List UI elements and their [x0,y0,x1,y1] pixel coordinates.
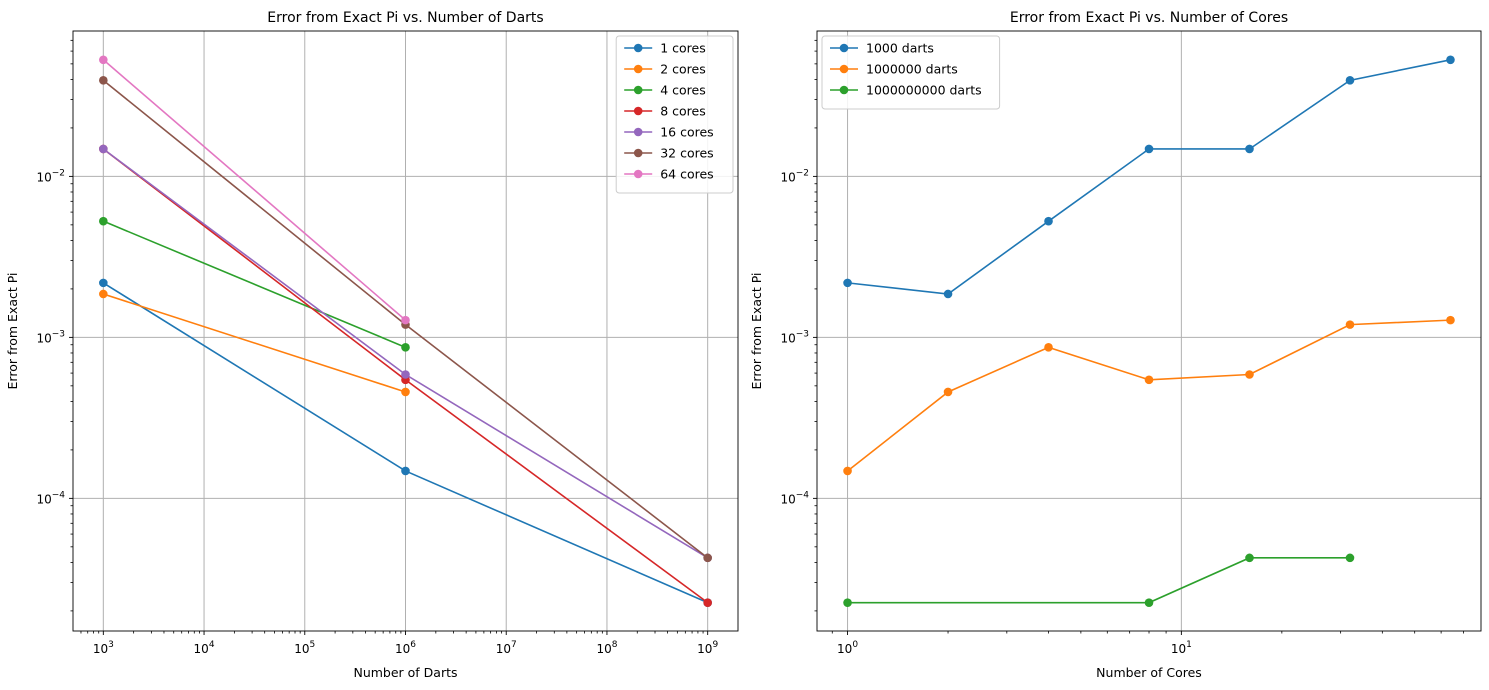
legend: 1 cores 2 cores 4 cores 8 cores 16 cores 32 c… [615,35,734,194]
data-point [843,466,852,476]
legend-entry-label: 1000 darts [866,41,934,56]
x-tick-label: 107 [496,640,517,656]
legend-swatch-marker [633,64,643,74]
darts-chart-panel: 103 104 105 106 107 108 109 10−4 10−3 10−2 Error f… [5,10,739,680]
data-point [1245,370,1254,379]
legend-swatch-marker [839,64,849,74]
data-point [1345,76,1355,85]
legend-entry-label: 16 cores [660,125,713,140]
data-point [1245,144,1254,154]
y-tick-label: 10−4 [36,490,65,506]
legend-entry-label: 1000000000 darts [866,83,982,98]
data-point [401,370,410,379]
x-tick-label: 108 [596,640,617,656]
data-point [401,315,410,325]
data-point [99,278,108,288]
y-axis-label: Error from Exact Pi [5,273,20,390]
x-tick-label: 103 [93,640,114,656]
legend-swatch-marker [633,43,643,53]
y-tick-label: 10−3 [36,329,65,345]
series-line [103,293,406,393]
legend-entry-label: 32 cores [660,146,713,161]
data-point [401,466,410,476]
x-tick-label: 104 [194,640,215,656]
legend-entry-label: 2 cores [660,62,706,77]
legend-entry-label: 1000000 darts [866,62,958,77]
x-tick-label: 101 [1171,640,1192,656]
data-point [1446,55,1455,65]
legend-entry-label: 64 cores [660,167,713,182]
x-axis-label: Number of Darts [353,665,457,680]
y-tick-label: 10−4 [780,490,809,506]
chart-title: Error from Exact Pi vs. Number of Cores [1010,10,1288,26]
data-point [1144,598,1154,607]
legend-box [821,35,1001,110]
x-tick-label: 100 [837,640,858,656]
y-tick-label: 10−2 [780,168,809,184]
legend-swatch-marker [633,169,643,179]
axes-frame [72,30,739,632]
y-tick-label: 10−2 [36,168,65,184]
data-point [1144,144,1154,154]
data-point [99,216,108,226]
data-point [99,55,108,65]
legend-swatch-marker [633,85,643,95]
data-point [843,278,852,288]
data-point [99,144,108,154]
legend-swatch-marker [633,148,643,158]
legend-entry-label: 4 cores [660,83,706,98]
chart-title: Error from Exact Pi vs. Number of Darts [267,10,543,26]
series-line [102,59,407,321]
y-axis-label: Error from Exact Pi [749,273,764,390]
data-point [401,343,410,352]
data-point [943,387,953,397]
data-point [99,289,108,299]
legend-entry-label: 1 cores [660,41,706,56]
data-point [99,76,108,85]
legend-swatch-marker [839,85,849,95]
data-point [703,553,712,563]
data-point [1144,375,1154,385]
cores-chart-panel: 100 101 10−4 10−3 10−2 Error from Exact Pi vs… [749,10,1482,680]
data-point [1345,553,1355,563]
data-point [1044,216,1053,226]
legend-swatch-marker [839,43,849,53]
data-point [703,598,712,607]
axes-frame [816,30,1482,632]
data-point [943,289,953,299]
y-tick-label: 10−3 [780,329,809,345]
data-point [401,387,410,397]
data-point [843,598,852,607]
x-tick-label: 105 [294,640,315,656]
legend-swatch-marker [633,127,643,137]
data-point [1044,343,1053,352]
data-point [1245,553,1254,563]
legend: 1000 darts 1000000 darts 1000000000 darts [821,35,1001,110]
data-point [1446,315,1455,325]
series-line [103,220,406,349]
data-point [1345,320,1355,329]
x-tick-label: 106 [395,640,416,656]
series-line [847,557,1350,604]
x-tick-label: 109 [697,640,718,656]
x-axis-label: Number of Cores [1096,665,1202,680]
legend-swatch-marker [633,106,643,116]
legend-entry-label: 8 cores [660,104,706,119]
